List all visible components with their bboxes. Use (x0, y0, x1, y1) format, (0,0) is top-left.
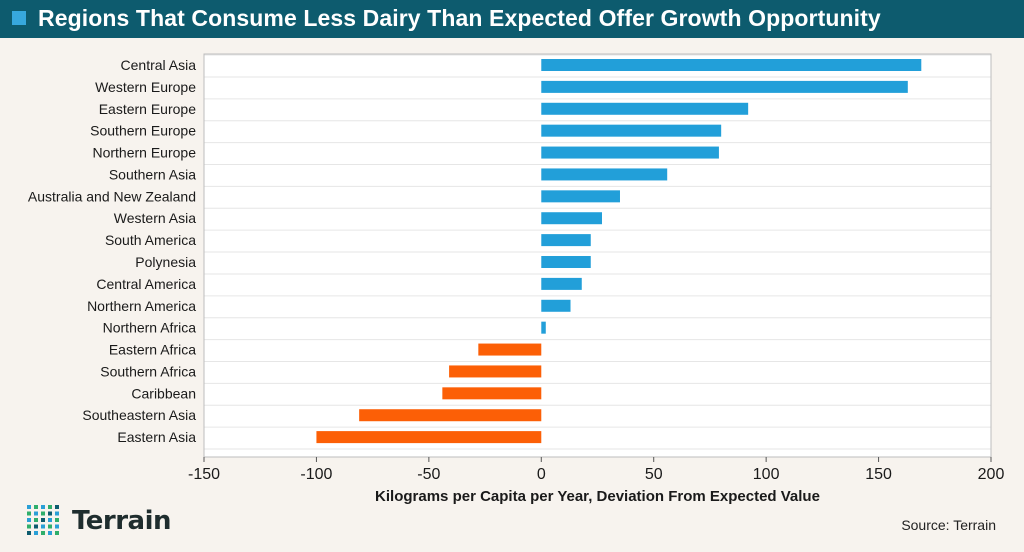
plot-border (203, 53, 992, 458)
bar-northern-africa (541, 321, 546, 334)
logo-dot (41, 518, 45, 522)
x-tick-label: -50 (417, 466, 440, 483)
x-tick-label: 100 (753, 466, 780, 483)
x-tick-label: 50 (645, 466, 663, 483)
category-label: South America (105, 232, 196, 248)
category-label: Southern Asia (109, 166, 196, 182)
bar-western-asia (541, 212, 602, 225)
brand-name: Terrain (72, 506, 172, 536)
bar-central-asia (541, 59, 922, 71)
chart-title: Regions That Consume Less Dairy Than Exp… (38, 5, 881, 31)
x-tick-label: 200 (978, 466, 1005, 483)
logo-dot (48, 524, 52, 529)
bar-southern-asia (541, 168, 668, 181)
bar-eastern-africa (478, 343, 542, 356)
logo-dot (34, 524, 38, 529)
logo-dot (34, 511, 38, 516)
logo-dot (27, 505, 31, 509)
logo-dot (34, 518, 38, 522)
logo-dot (55, 518, 59, 522)
logo-dot (48, 505, 52, 509)
logo-dot (41, 511, 45, 516)
logo-dot (41, 524, 45, 529)
logo-dot (27, 524, 31, 529)
logo-dot (27, 531, 31, 535)
bar-polynesia (541, 256, 591, 268)
bar-eastern-europe (541, 102, 749, 115)
category-label: Eastern Asia (117, 429, 196, 445)
logo-dot (55, 505, 59, 509)
source-note: Source: Terrain (901, 517, 996, 533)
x-tick-label: -150 (188, 466, 220, 483)
bar-australia-and-new-zealand (541, 190, 620, 203)
bar-southeastern-asia (359, 409, 542, 422)
category-label: Central America (96, 276, 196, 292)
logo-dot (27, 511, 31, 516)
terrain-logo: Terrain (26, 503, 172, 539)
x-tick-label: -100 (300, 466, 332, 483)
bar-south-america (541, 234, 591, 247)
bar-western-europe (541, 80, 908, 93)
category-label: Western Asia (114, 210, 196, 226)
category-label: Eastern Africa (109, 342, 196, 358)
terrain-grid-icon (27, 505, 59, 535)
category-label: Australia and New Zealand (28, 188, 196, 204)
category-label: Southeastern Asia (82, 407, 196, 423)
logo-dot (27, 518, 31, 522)
logo-dot (41, 505, 45, 509)
logo-dot (41, 531, 45, 535)
x-tick-label: 150 (865, 466, 892, 483)
x-tick-label: 0 (537, 466, 546, 483)
bar-central-america (541, 277, 582, 290)
bar-southern-europe (541, 124, 722, 137)
chart-header: Regions That Consume Less Dairy Than Exp… (0, 0, 1024, 38)
category-label: Southern Africa (100, 363, 196, 379)
bar-caribbean (442, 387, 542, 400)
bar-northern-europe (541, 146, 719, 159)
category-label: Polynesia (135, 254, 196, 270)
logo-dot (55, 524, 59, 529)
header-square-icon (12, 11, 26, 25)
logo-dot (34, 505, 38, 509)
x-axis-label: Kilograms per Capita per Year, Deviation… (375, 488, 820, 505)
bar-eastern-asia (316, 431, 542, 444)
category-label: Eastern Europe (99, 101, 196, 117)
category-label: Caribbean (131, 385, 196, 401)
category-label: Northern Africa (103, 320, 197, 336)
logo-dot (55, 511, 59, 516)
logo-dot (55, 531, 59, 535)
category-label: Southern Europe (90, 123, 196, 139)
bar-southern-africa (449, 365, 542, 378)
logo-dot (34, 531, 38, 535)
logo-dot (48, 518, 52, 522)
category-label: Northern Europe (92, 145, 196, 161)
logo-dot (48, 531, 52, 535)
category-label: Northern America (87, 298, 196, 314)
logo-dot (48, 511, 52, 516)
bar-northern-america (541, 299, 571, 312)
category-label: Western Europe (95, 79, 196, 95)
category-label: Central Asia (121, 57, 197, 73)
